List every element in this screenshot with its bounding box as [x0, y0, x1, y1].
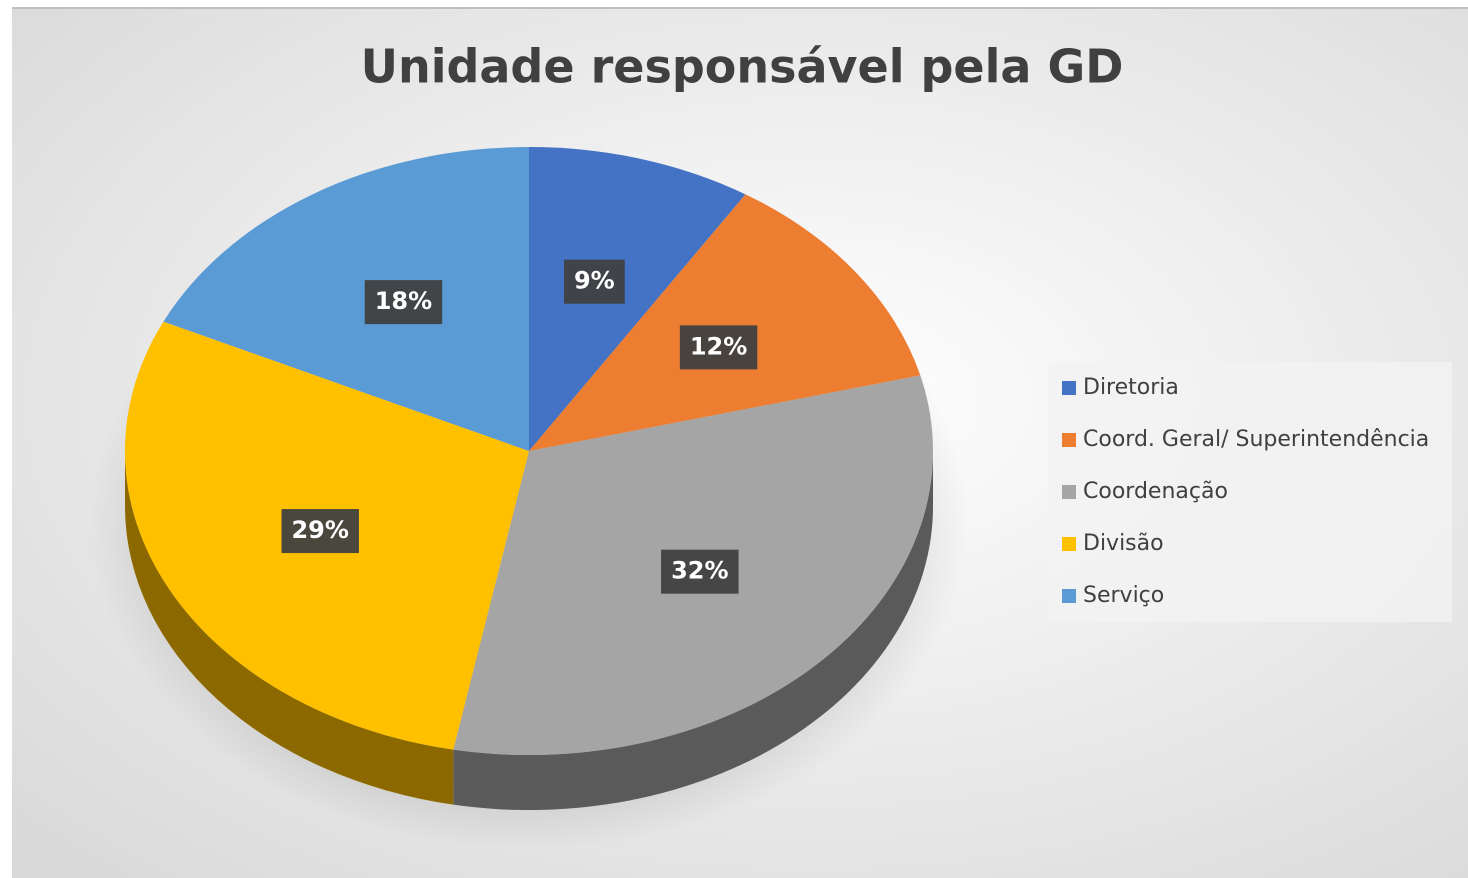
legend-swatch: [1062, 433, 1076, 447]
pie-slice: [529, 147, 746, 451]
legend-swatch: [1062, 589, 1076, 603]
legend-label: Serviço: [1083, 583, 1164, 608]
legend-box: [1048, 362, 1452, 622]
pie-side-shade: [125, 451, 454, 805]
pie-slice: [529, 194, 921, 451]
data-label-box: [281, 509, 359, 554]
data-label: 12%: [690, 332, 747, 360]
data-label-box: [679, 325, 758, 370]
pie-side: [125, 451, 454, 805]
pie-slice: [163, 147, 529, 451]
data-label-box: [661, 549, 739, 594]
pie-side-shade: [453, 451, 933, 810]
legend-swatch: [1062, 485, 1076, 499]
data-label: 9%: [574, 267, 615, 295]
data-label: 32%: [671, 557, 728, 585]
legend-label: Coord. Geral/ Superintendência: [1083, 427, 1429, 452]
data-label: 18%: [375, 287, 432, 315]
data-label: 29%: [291, 516, 348, 544]
legend-label: Divisão: [1083, 531, 1164, 556]
legend-swatch: [1062, 381, 1076, 395]
data-label-box: [364, 280, 443, 325]
pie-side: [453, 451, 933, 810]
legend-label: Diretoria: [1083, 375, 1179, 400]
chart-title: Unidade responsável pela GD: [361, 40, 1124, 94]
legend-swatch: [1062, 537, 1076, 551]
legend-label: Coordenação: [1083, 479, 1228, 504]
data-label-box: [563, 259, 625, 304]
